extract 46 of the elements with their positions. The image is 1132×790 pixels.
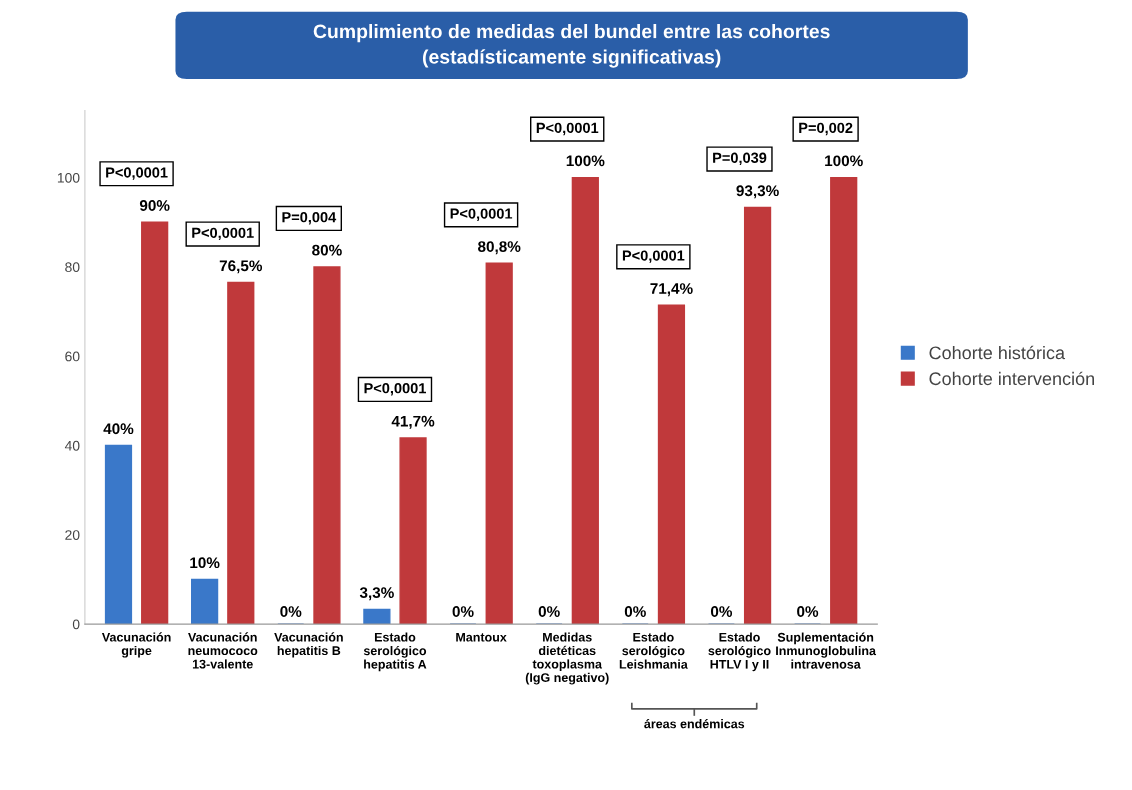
annotation: P<0,0001 xyxy=(106,167,168,180)
data-label: 100% xyxy=(825,155,863,167)
annotation: P=0,004 xyxy=(282,212,337,225)
y-tick-label: 80 xyxy=(65,262,80,273)
x-tick-label: Medidas dietéticas toxoplasma (IgG negativo) xyxy=(525,632,609,685)
data-label: 0% xyxy=(710,606,733,617)
data-label: 80,8% xyxy=(478,241,521,255)
annotation: P<0,0001 xyxy=(622,250,685,263)
annotation: P<0,0001 xyxy=(450,208,513,221)
annotation: P=0,039 xyxy=(713,152,767,166)
x-tick-label: Estado serológico HTLV I y II xyxy=(708,632,771,672)
y-tick-label: 20 xyxy=(65,530,80,540)
x-tick-label: Vacunación gripe xyxy=(101,632,171,658)
x-tick-label: Suplementación Inmunoglobulina intravenosa xyxy=(776,632,877,669)
data-label: 76,5% xyxy=(219,260,263,274)
data-label: 41,7% xyxy=(391,415,435,429)
data-label: 0% xyxy=(452,606,474,617)
x-tick-label: Mantoux xyxy=(456,632,507,642)
data-label: 0% xyxy=(280,606,302,617)
annotation: P<0,0001 xyxy=(536,122,599,136)
y-tick-label: 0 xyxy=(72,619,80,630)
x-tick-label: Vacunación hepatitis B xyxy=(274,632,343,658)
y-tick-label: 60 xyxy=(65,351,80,362)
data-label: 0% xyxy=(624,606,646,617)
legend-label: Cohorte histórica xyxy=(929,345,1066,360)
data-label: 10% xyxy=(190,557,220,569)
data-label: 93,3% xyxy=(736,185,779,199)
data-label: 90% xyxy=(139,200,170,211)
y-tick-label: 100 xyxy=(57,172,80,183)
y-tick-label: 40 xyxy=(64,440,80,451)
annotation: P<0,0001 xyxy=(364,383,426,396)
data-label: 0% xyxy=(538,606,560,617)
data-label: 100% xyxy=(566,155,605,167)
chart-title: Cumplimiento de medidas del bundel entre las cohortes (estadísticamente significativas) xyxy=(313,24,830,68)
annotation: P<0,0001 xyxy=(192,227,254,241)
x-tick-label: Estado serológico Leishmania xyxy=(619,632,688,669)
data-label: 71,4% xyxy=(650,283,693,297)
annotation: P=0,002 xyxy=(799,122,853,136)
legend-label: Cohorte intervención xyxy=(929,371,1094,386)
x-tick-label: Vacunación neumococo 13-valente xyxy=(188,632,258,669)
data-label: 0% xyxy=(797,606,819,617)
data-label: 80% xyxy=(312,244,342,256)
data-label: 3,3% xyxy=(359,587,394,601)
x-tick-label: Estado serológico hepatitis A xyxy=(363,632,427,672)
data-label: 40% xyxy=(103,423,134,435)
text: áreas endémicas xyxy=(644,718,745,729)
